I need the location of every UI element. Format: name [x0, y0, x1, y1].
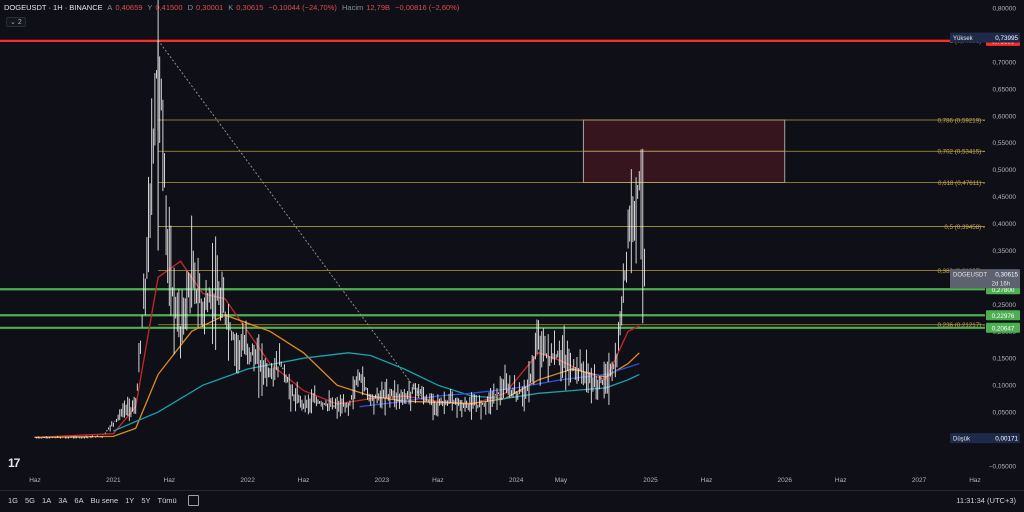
change-value: −0,10044 (−24,70%) — [268, 3, 337, 12]
calendar-icon[interactable] — [188, 495, 199, 506]
low-label: D — [187, 3, 194, 12]
high-label: Y — [147, 3, 153, 12]
fib-level-label: 0,786 (0,59219) - — [938, 117, 985, 124]
y-tick-label: 0,55000 — [993, 140, 1017, 147]
x-tick-label: 2021 — [106, 477, 121, 484]
range-button-1g[interactable]: 1G — [8, 496, 19, 505]
y-tick-label: 0,65000 — [993, 86, 1017, 93]
x-tick-label: Haz — [298, 477, 310, 484]
moving-average-teal — [113, 352, 640, 432]
range-button-bu-sene[interactable]: Bu sene — [90, 496, 119, 505]
range-button-3a[interactable]: 3A — [58, 496, 68, 505]
support-tag-label: 0,20647 — [992, 325, 1015, 332]
support-tag — [986, 310, 1020, 321]
volume-change: −0,00816 (−2,60%) — [395, 3, 460, 12]
range-buttons: 1G 5G 1A 3A 6A Bu sene 1Y 5Y Tümü — [8, 496, 177, 505]
y-tick-label: 0,10000 — [993, 383, 1017, 390]
price-tag-value: 0,30615 — [995, 271, 1018, 278]
volume-value: 12,79B — [366, 3, 391, 12]
symbol-name[interactable]: DOGEUSDT · 1H · BINANCE — [4, 3, 103, 12]
y-tick-label: 0,70000 — [993, 59, 1017, 66]
x-tick-label: 2023 — [375, 477, 390, 484]
price-tag-value: 0,73995 — [995, 35, 1018, 42]
price-tag-name: Yüksek — [953, 36, 974, 42]
y-tick-label: 0,05000 — [993, 410, 1017, 417]
open-label: A — [107, 3, 113, 12]
tradingview-logo-icon[interactable]: 17 — [8, 456, 20, 470]
support-tag — [986, 322, 1020, 333]
x-tick-label: 2027 — [912, 477, 927, 484]
x-tick-label: Haz — [835, 477, 847, 484]
trend-line — [157, 40, 428, 405]
price-tag-name: Düşük — [953, 437, 971, 443]
y-tick-label: 0,50000 — [993, 167, 1017, 174]
y-tick-label: 0,15000 — [993, 356, 1017, 363]
fib-level-label: 0,236 (0,21217) - — [938, 322, 985, 329]
clock[interactable]: 11:31:34 (UTC+3) — [956, 496, 1016, 505]
x-tick-label: 2025 — [643, 477, 658, 484]
range-button-5g[interactable]: 5G — [25, 496, 36, 505]
price-tag — [950, 433, 1020, 444]
chevron-down-icon: ⌄ — [10, 19, 16, 26]
volume-label: Hacim — [341, 3, 364, 12]
price-tag — [950, 32, 1020, 43]
symbol-header: DOGEUSDT · 1H · BINANCE A 0,40659 Y 0,4150… — [4, 3, 462, 15]
x-tick-label: Haz — [701, 477, 713, 484]
support-tag-label: 0,22976 — [992, 313, 1015, 320]
price-tag-countdown: 2d 16h — [992, 282, 1010, 288]
range-button-1a[interactable]: 1A — [42, 496, 52, 505]
range-button-tümü[interactable]: Tümü — [157, 496, 177, 505]
indicator-count: 2 — [17, 19, 22, 26]
fib-level-label: 0,702 (0,53415) - — [938, 149, 985, 156]
fib-level-label: 0,5 (0,39458) - — [944, 224, 985, 231]
range-button-1y[interactable]: 1Y — [125, 496, 135, 505]
price-tag-name: DOGEUSDT — [953, 272, 987, 278]
y-tick-label: 0,80000 — [993, 6, 1017, 13]
price-tag — [950, 269, 1020, 289]
bottom-toolbar: 1G 5G 1A 3A 6A Bu sene 1Y 5Y Tümü 11:31:34 (UTC+… — [0, 490, 1024, 512]
close-value: 0,30615 — [236, 3, 264, 12]
x-tick-label: Haz — [969, 477, 981, 484]
x-tick-label: Haz — [164, 477, 176, 484]
x-tick-label: 2022 — [240, 477, 255, 484]
x-tick-label: 2026 — [778, 477, 793, 484]
y-tick-label: −0,05000 — [989, 464, 1017, 471]
close-label: K — [228, 3, 234, 12]
price-chart[interactable]: 1 (0,74006) -0,786 (0,59219) -0,702 (0,5… — [0, 0, 1024, 490]
price-tag-value: 0,00171 — [995, 436, 1018, 443]
x-tick-label: May — [555, 477, 568, 484]
range-button-5y[interactable]: 5Y — [141, 496, 151, 505]
low-value: 0,30001 — [196, 3, 224, 12]
range-button-6a[interactable]: 6A — [74, 496, 84, 505]
fib-level-label: 0,618 (0,47611) - — [938, 180, 985, 187]
high-value: 0,41500 — [155, 3, 183, 12]
support-tag-label: 0,27800 — [992, 287, 1015, 294]
x-tick-label: Haz — [29, 477, 41, 484]
y-tick-label: 0,40000 — [993, 221, 1017, 228]
indicator-toggle[interactable]: ⌄ 2 — [6, 17, 26, 27]
y-tick-label: 0,60000 — [993, 113, 1017, 120]
y-tick-label: 0,25000 — [993, 302, 1017, 309]
y-tick-label: 0,35000 — [993, 248, 1017, 255]
x-tick-label: 2024 — [509, 477, 524, 484]
open-value: 0,40659 — [115, 3, 143, 12]
x-tick-label: Haz — [432, 477, 444, 484]
y-tick-label: 0,45000 — [993, 194, 1017, 201]
